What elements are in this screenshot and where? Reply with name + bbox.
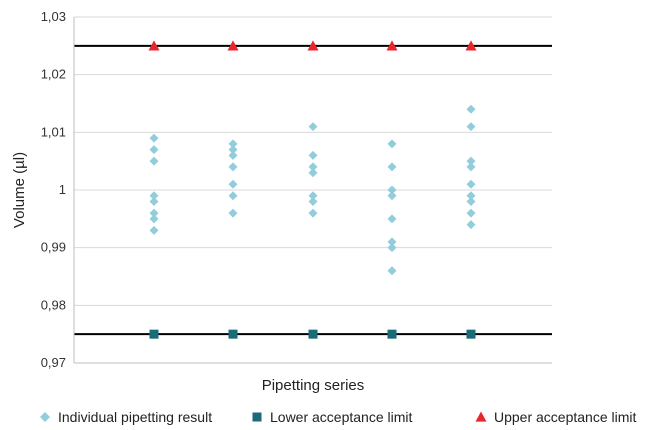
- y-tick-label: 0,97: [41, 355, 66, 370]
- legend-lower-limit: Lower acceptance limit: [252, 409, 413, 425]
- pipetting-result-point: [466, 104, 476, 114]
- pipetting-result-point: [387, 185, 397, 195]
- pipetting-result-point: [466, 156, 476, 166]
- lower-limit-point: [387, 329, 397, 339]
- legend-label: Individual pipetting result: [58, 409, 212, 425]
- upper-limit-point: [148, 40, 160, 51]
- pipetting-result-point: [466, 220, 476, 230]
- pipetting-result-point: [466, 197, 476, 207]
- pipetting-result-point: [387, 237, 397, 247]
- lower-limit-point: [228, 329, 238, 339]
- lower-limit-point: [308, 329, 318, 339]
- pipetting-result-point: [149, 225, 159, 235]
- pipetting-result-point: [466, 208, 476, 218]
- y-axis-title: Volume (µl): [11, 152, 28, 228]
- pipetting-result-point: [308, 162, 318, 172]
- y-tick-label: 1,01: [41, 124, 66, 139]
- pipetting-result-point: [149, 156, 159, 166]
- pipetting-result-point: [149, 197, 159, 207]
- pipetting-result-point: [308, 208, 318, 218]
- pipetting-result-point: [387, 243, 397, 253]
- pipetting-result-point: [228, 208, 238, 218]
- pipetting-result-point: [228, 139, 238, 149]
- pipetting-result-point: [228, 191, 238, 201]
- pipetting-result-point: [466, 162, 476, 172]
- data-points: [148, 40, 477, 339]
- y-tick-label: 1,03: [41, 9, 66, 24]
- lower-limit-point: [149, 329, 159, 339]
- legend-upper-limit: Upper acceptance limit: [475, 409, 637, 425]
- pipetting-result-point: [387, 214, 397, 224]
- pipetting-result-point: [149, 191, 159, 201]
- legend-square-icon: [252, 412, 262, 422]
- pipetting-result-point: [228, 150, 238, 160]
- pipetting-result-point: [308, 191, 318, 201]
- y-tick-label: 0,98: [41, 297, 66, 312]
- pipetting-result-point: [308, 122, 318, 132]
- pipetting-result-point: [387, 162, 397, 172]
- lower-limit-point: [466, 329, 476, 339]
- axes: [73, 17, 552, 364]
- pipetting-result-point: [466, 191, 476, 201]
- pipetting-result-point: [149, 208, 159, 218]
- pipetting-result-point: [308, 168, 318, 178]
- pipetting-result-point: [228, 179, 238, 189]
- upper-limit-point: [307, 40, 319, 51]
- y-tick-label: 1,02: [41, 67, 66, 82]
- legend-label: Upper acceptance limit: [494, 409, 637, 425]
- y-tick-label: 1: [59, 182, 66, 197]
- legend-triangle-icon: [475, 411, 487, 422]
- y-tick-label: 0,99: [41, 240, 66, 255]
- gridlines: [74, 16, 552, 306]
- pipetting-result-point: [387, 266, 397, 276]
- pipetting-result-point: [228, 162, 238, 172]
- pipetting-result-point: [387, 139, 397, 149]
- pipetting-result-point: [387, 191, 397, 201]
- pipetting-result-point: [308, 150, 318, 160]
- upper-limit-point: [465, 40, 477, 51]
- upper-limit-point: [227, 40, 239, 51]
- pipetting-result-point: [149, 214, 159, 224]
- pipetting-result-point: [308, 197, 318, 207]
- upper-limit-point: [386, 40, 398, 51]
- x-axis-title: Pipetting series: [262, 377, 365, 394]
- legend-label: Lower acceptance limit: [270, 409, 413, 425]
- pipetting-result-point: [149, 145, 159, 155]
- legend: Individual pipetting result Lower accepta…: [40, 409, 637, 425]
- pipetting-result-point: [466, 122, 476, 132]
- pipetting-result-point: [228, 145, 238, 155]
- y-tick-labels: 0,97 0,98 0,99 1 1,01 1,02 1,03: [41, 9, 66, 370]
- pipetting-result-point: [149, 133, 159, 143]
- legend-individual-result: Individual pipetting result: [40, 409, 212, 425]
- legend-diamond-icon: [40, 412, 50, 422]
- pipetting-result-point: [466, 179, 476, 189]
